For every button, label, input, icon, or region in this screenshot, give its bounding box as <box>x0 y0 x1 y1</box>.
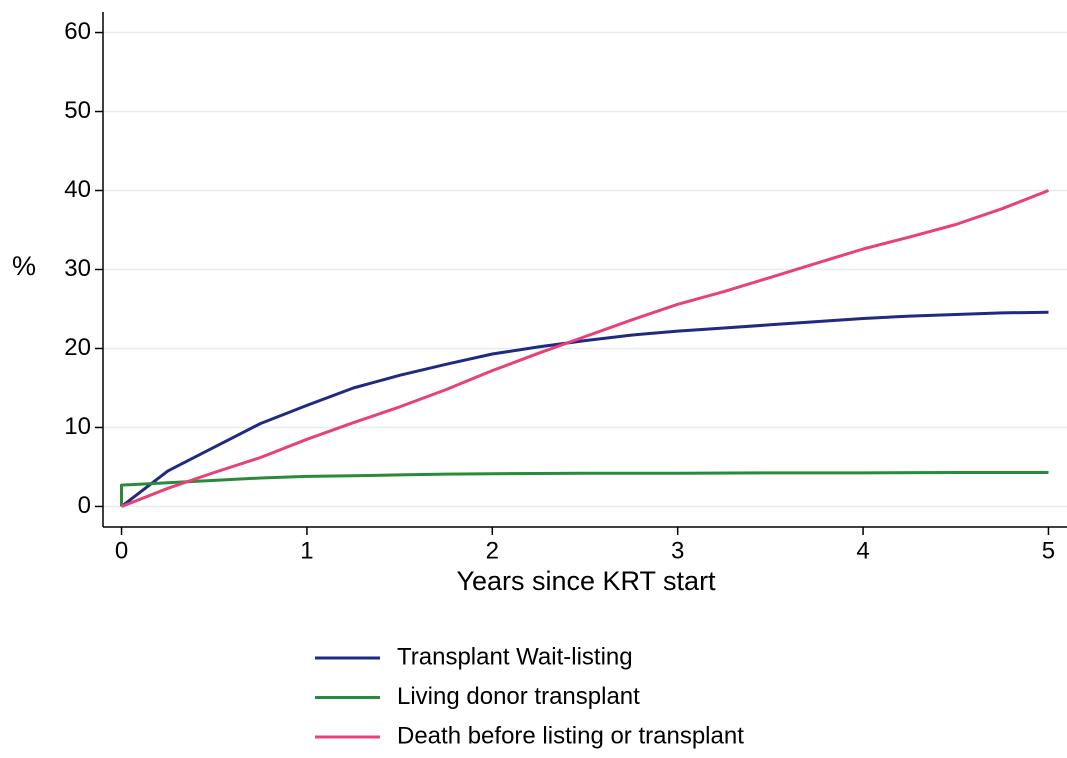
x-tick-label: 5 <box>1042 537 1055 564</box>
x-tick-label: 0 <box>115 537 128 564</box>
series-line <box>120 310 1049 508</box>
y-tick-label: 60 <box>64 18 91 45</box>
x-tick-label: 3 <box>671 537 684 564</box>
series-line <box>120 471 1049 507</box>
y-tick-label: 50 <box>64 97 91 124</box>
series-line <box>120 189 1050 508</box>
y-tick-label: 40 <box>64 176 91 203</box>
x-tick-label: 1 <box>300 537 313 564</box>
y-tick-label: 30 <box>64 255 91 282</box>
y-tick-label: 0 <box>78 492 91 519</box>
legend-label: Transplant Wait-listing <box>397 643 633 670</box>
y-tick-label: 20 <box>64 334 91 361</box>
y-tick-label: 10 <box>64 413 91 440</box>
x-axis-label: Years since KRT start <box>456 566 716 596</box>
x-tick-label: 4 <box>856 537 869 564</box>
x-tick-label: 2 <box>486 537 499 564</box>
y-axis-label: % <box>12 251 36 281</box>
legend-label: Living donor transplant <box>397 683 640 710</box>
legend-label: Death before listing or transplant <box>397 722 744 749</box>
